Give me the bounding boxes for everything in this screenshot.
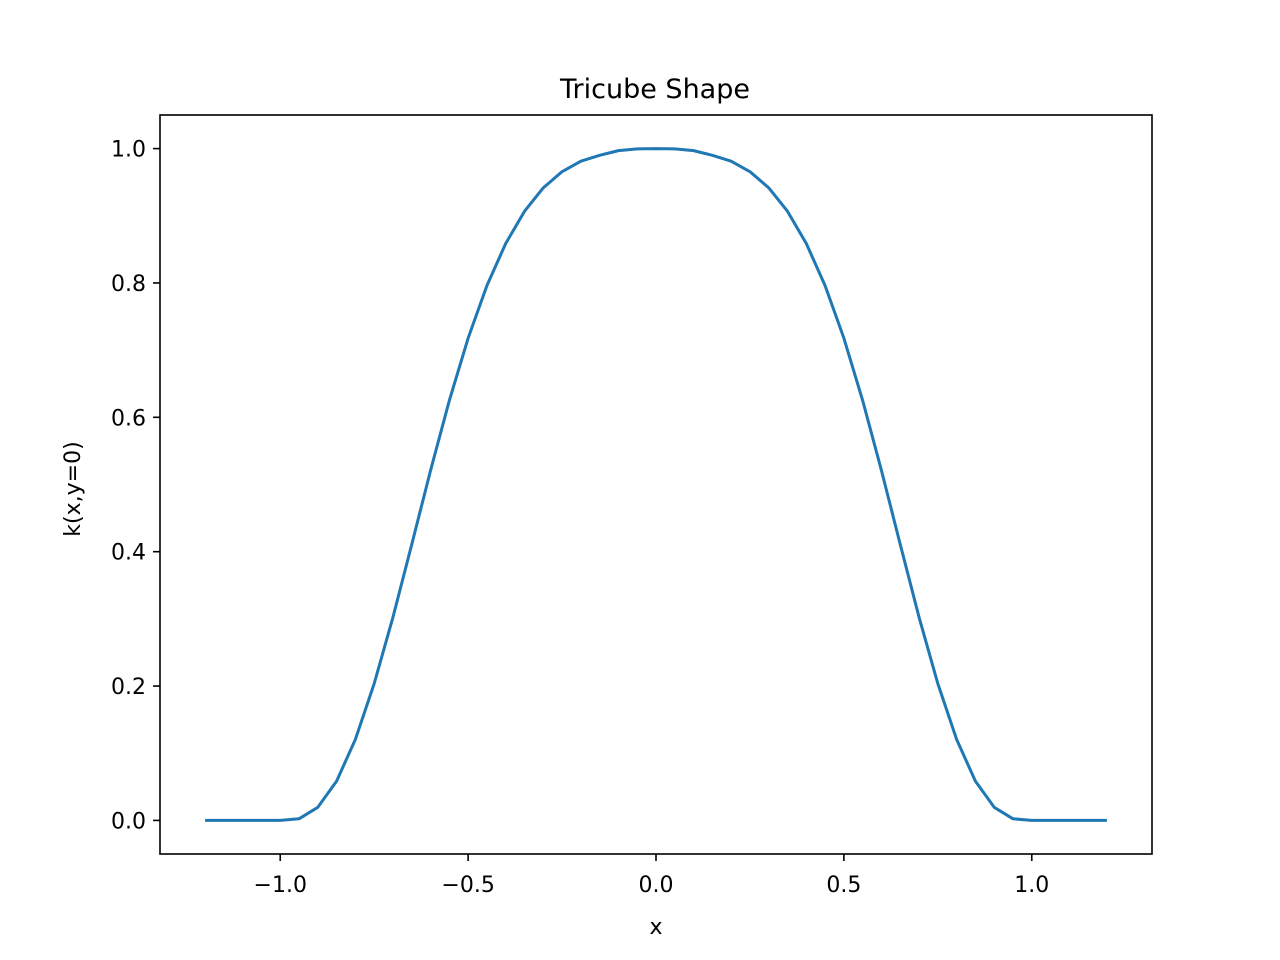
y-tick-label: 0.2 — [111, 675, 146, 700]
x-tick-label: −0.5 — [441, 873, 494, 898]
y-tick-label: 0.0 — [111, 809, 146, 834]
series-line-0 — [205, 147, 1107, 822]
y-tick-label: 0.8 — [111, 272, 146, 297]
plot-area — [160, 115, 1152, 854]
x-tick-label: 1.0 — [1014, 873, 1049, 898]
x-axis-label: x — [649, 915, 662, 940]
y-axis: 0.0 0.2 0.4 0.6 0.8 1.0 — [111, 138, 160, 834]
y-tick-label: 0.4 — [111, 541, 146, 566]
x-tick-label: −1.0 — [254, 873, 307, 898]
y-axis-label: k(x,y=0) — [61, 441, 86, 536]
y-tick-label: 0.6 — [111, 406, 146, 431]
x-axis: −1.0 −0.5 0.0 0.5 1.0 — [254, 854, 1049, 898]
series-layer — [205, 147, 1107, 822]
chart-title: Tricube Shape — [559, 74, 750, 105]
y-tick-label: 1.0 — [111, 138, 146, 163]
x-tick-label: 0.0 — [639, 873, 674, 898]
x-tick-label: 0.5 — [826, 873, 861, 898]
plot-background — [160, 115, 1152, 854]
